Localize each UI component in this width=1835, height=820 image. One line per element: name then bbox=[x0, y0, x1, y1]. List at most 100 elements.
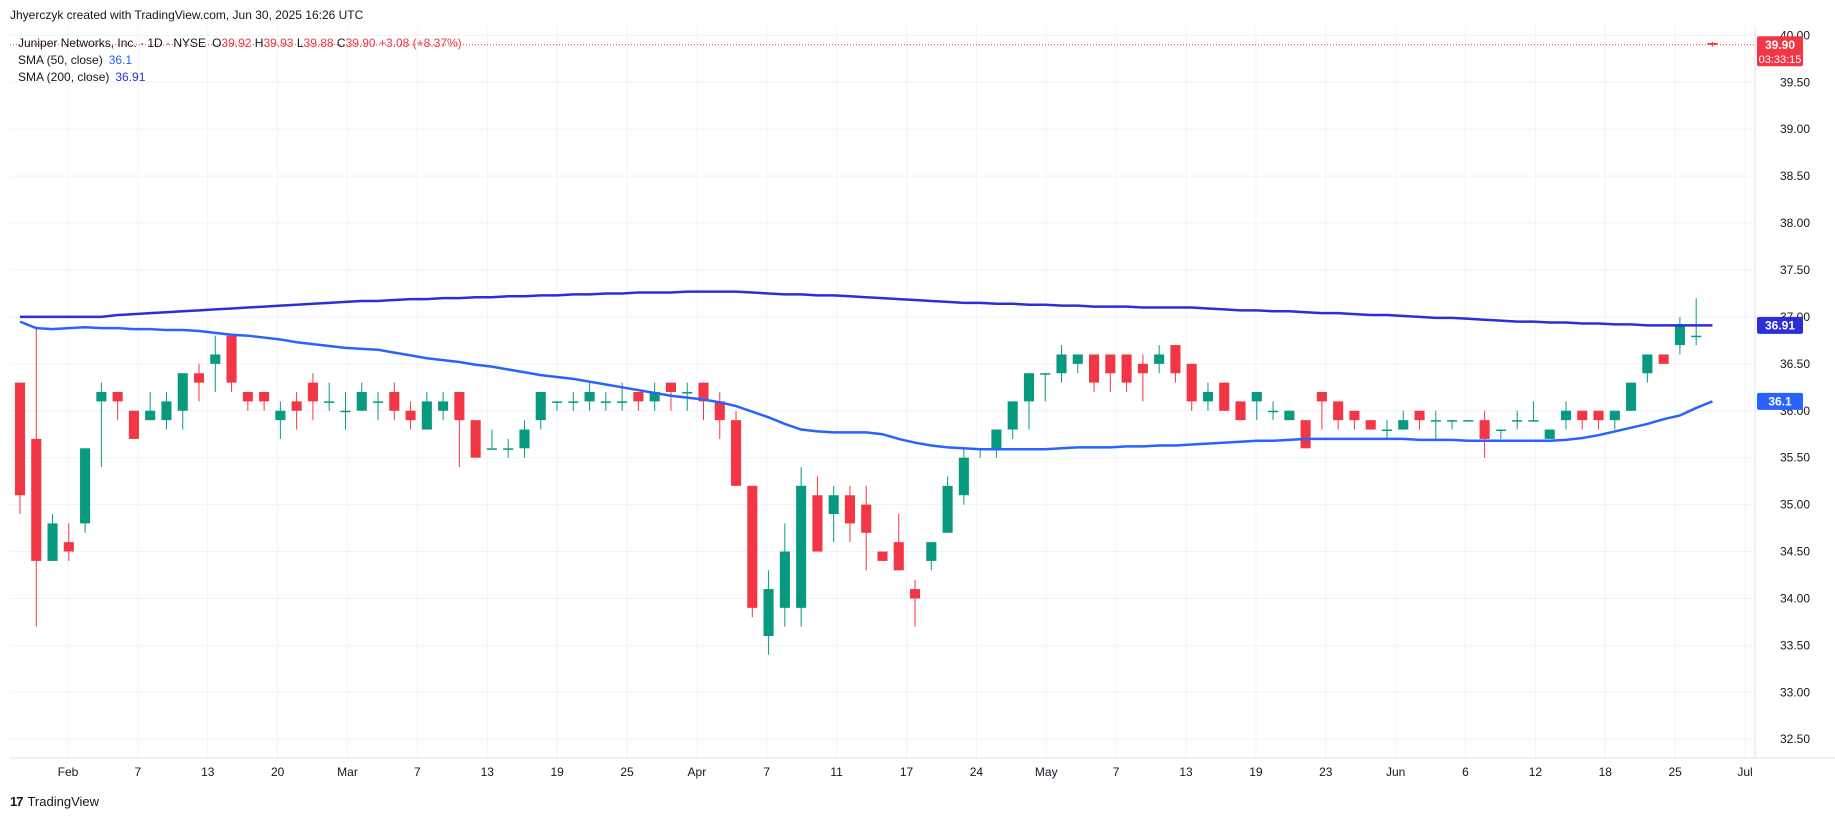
candle-body bbox=[340, 410, 351, 413]
candle-body bbox=[1235, 401, 1246, 421]
x-tick-label: 25 bbox=[1668, 765, 1682, 779]
y-tick-label: 32.50 bbox=[1780, 732, 1810, 746]
ohlc-values: O39.92 H39.93 L39.88 C39.90 +3.08 (+8.37… bbox=[212, 36, 462, 50]
candle-body bbox=[665, 382, 676, 392]
candle-body bbox=[1577, 410, 1588, 421]
sma50-line bbox=[19, 320, 1713, 451]
time-axis[interactable]: Feb 7 13 20 Mar 7 13 19 25 Apr 7 11 17 24 May 7 13 19 23 Ju… bbox=[58, 765, 1753, 779]
candle-body bbox=[910, 589, 921, 599]
candle-body bbox=[324, 401, 335, 403]
candle-body bbox=[1626, 382, 1637, 411]
legend-sma200-row[interactable]: SMA (200, close) 36.91 bbox=[18, 69, 462, 86]
x-tick-label: 18 bbox=[1599, 765, 1613, 779]
candle-body bbox=[1398, 420, 1409, 430]
sma200-line bbox=[20, 290, 1713, 327]
candle-body bbox=[1023, 373, 1035, 402]
candle-body bbox=[372, 401, 384, 403]
candle-body bbox=[193, 373, 205, 383]
x-tick-label: Apr bbox=[688, 765, 707, 779]
candle-body bbox=[1544, 429, 1555, 439]
x-tick-label: 7 bbox=[135, 765, 142, 779]
candle-body bbox=[438, 401, 449, 411]
price-label-box bbox=[1757, 36, 1803, 67]
candle-body bbox=[1300, 420, 1311, 449]
candle-body bbox=[649, 392, 660, 402]
candle-body bbox=[1560, 410, 1572, 421]
candle-body bbox=[1186, 363, 1197, 402]
price-label-value: 36.91 bbox=[1765, 318, 1795, 332]
candle-body bbox=[63, 542, 74, 552]
candle-body bbox=[763, 589, 774, 636]
candle-body bbox=[1137, 363, 1148, 374]
candle-body bbox=[1333, 401, 1344, 421]
candle-body bbox=[259, 392, 270, 402]
candle-body bbox=[145, 410, 156, 421]
x-tick-label: 13 bbox=[481, 765, 495, 779]
y-tick-label: 36.50 bbox=[1780, 357, 1810, 371]
candle-body bbox=[47, 523, 58, 561]
sma50-value: 36.1 bbox=[108, 53, 133, 67]
candle-body bbox=[210, 354, 221, 364]
y-tick-label: 33.00 bbox=[1780, 685, 1810, 699]
candle-body bbox=[1007, 401, 1018, 430]
candle-body bbox=[470, 420, 481, 458]
candle-body bbox=[226, 335, 237, 383]
high-value: 39.93 bbox=[263, 36, 294, 50]
candle-body bbox=[1528, 420, 1539, 422]
x-tick-label: 13 bbox=[1179, 765, 1193, 779]
candle-body bbox=[275, 410, 286, 421]
candle-body bbox=[1251, 392, 1262, 402]
y-tick-label: 38.00 bbox=[1780, 216, 1810, 230]
candle-body bbox=[1121, 354, 1132, 383]
y-tick-label: 38.50 bbox=[1780, 169, 1810, 183]
candle-body bbox=[128, 410, 139, 439]
candle-body bbox=[1691, 335, 1702, 338]
sma200-value: 36.91 bbox=[115, 70, 146, 84]
y-tick-label: 35.00 bbox=[1780, 498, 1810, 512]
symbol-name[interactable]: Juniper Networks, Inc. · 1D · NYSE bbox=[18, 36, 207, 50]
x-tick-label: Feb bbox=[58, 765, 79, 779]
candle-body bbox=[796, 485, 807, 608]
price-axis[interactable]: 40.0039.5039.0038.5038.0037.5037.0036.50… bbox=[1780, 28, 1810, 746]
x-tick-label: 13 bbox=[201, 765, 215, 779]
candle-body bbox=[568, 401, 579, 403]
low-value: 39.88 bbox=[303, 36, 334, 50]
candle-body bbox=[1430, 420, 1441, 422]
candle-body bbox=[600, 401, 611, 403]
candle-body bbox=[1202, 392, 1214, 402]
candle-body bbox=[1674, 326, 1685, 346]
candle-body bbox=[828, 495, 839, 514]
candle-body bbox=[747, 485, 758, 608]
candle-body bbox=[1284, 410, 1295, 421]
candle-body bbox=[1040, 373, 1051, 375]
candle-body bbox=[844, 495, 855, 524]
x-tick-label: 19 bbox=[550, 765, 564, 779]
candle-body bbox=[1479, 420, 1490, 439]
candle-body bbox=[177, 373, 188, 411]
legend-sma50-row[interactable]: SMA (50, close) 36.1 bbox=[18, 52, 462, 69]
candle-body bbox=[1463, 420, 1474, 422]
price-label-countdown: 03:33:15 bbox=[1759, 54, 1802, 66]
candle-body bbox=[633, 392, 644, 402]
candle-body bbox=[1089, 354, 1100, 383]
candle-body bbox=[421, 401, 432, 430]
x-tick-label: 7 bbox=[763, 765, 770, 779]
candle-body bbox=[1593, 410, 1604, 421]
y-tick-label: 34.50 bbox=[1780, 545, 1810, 559]
candle-body bbox=[682, 392, 693, 394]
tradingview-footer[interactable]: 17 TradingView bbox=[10, 794, 99, 809]
candle-body bbox=[1056, 354, 1067, 374]
candle-body bbox=[1154, 354, 1165, 364]
candle-body bbox=[405, 410, 416, 421]
candle-body bbox=[242, 392, 253, 402]
candle-body bbox=[454, 392, 465, 421]
open-value: 39.92 bbox=[221, 36, 252, 50]
x-tick-label: May bbox=[1035, 765, 1058, 779]
candle-body bbox=[96, 392, 107, 402]
candle-body bbox=[31, 438, 42, 561]
candle-body bbox=[535, 392, 546, 421]
candle-body bbox=[112, 392, 123, 402]
x-tick-label: 11 bbox=[830, 765, 843, 779]
x-tick-label: 6 bbox=[1462, 765, 1469, 779]
